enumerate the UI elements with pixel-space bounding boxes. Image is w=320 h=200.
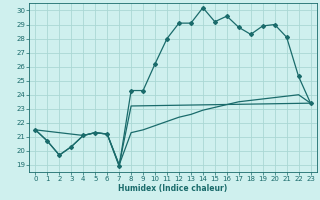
X-axis label: Humidex (Indice chaleur): Humidex (Indice chaleur) <box>118 184 228 193</box>
